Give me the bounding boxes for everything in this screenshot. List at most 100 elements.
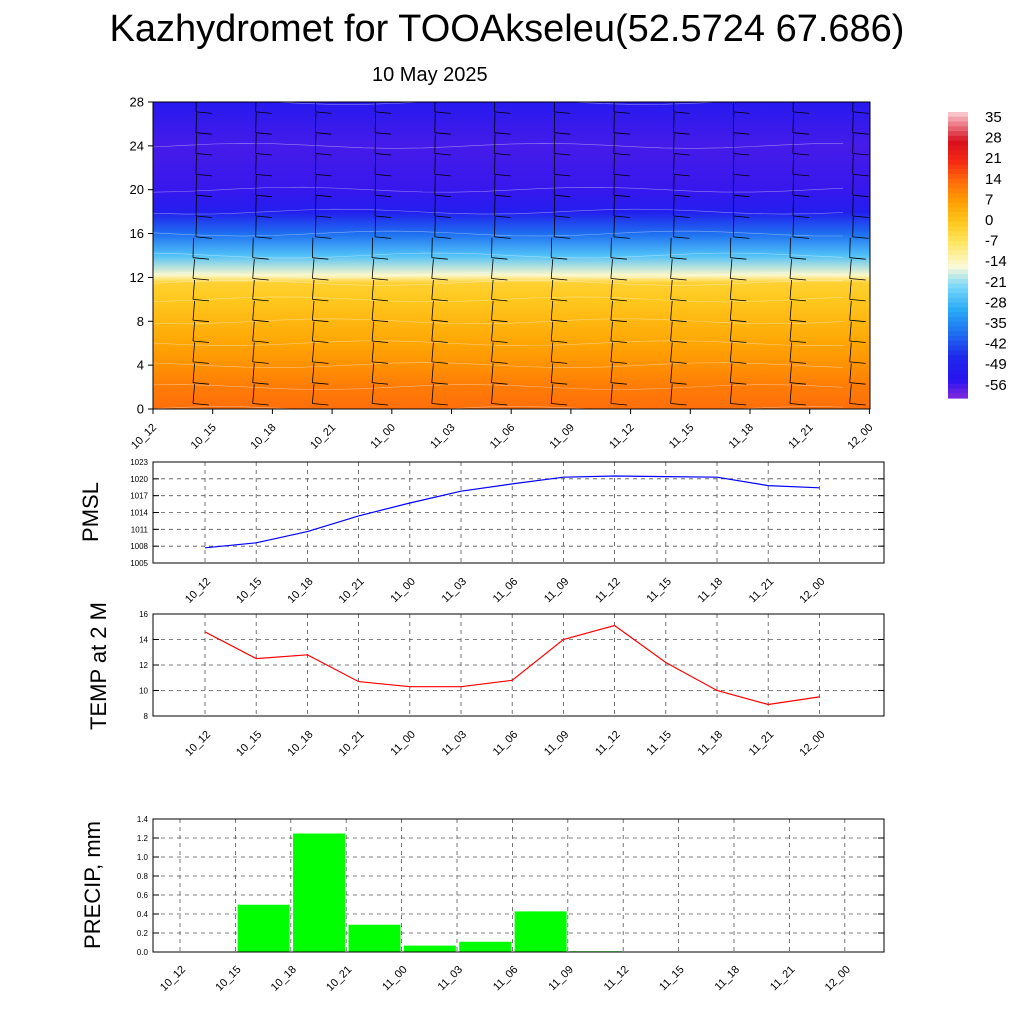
x-tick-label: 11_09	[542, 576, 572, 606]
wind-barb-staff	[255, 175, 257, 196]
wind-barb-staff	[912, 154, 913, 174]
wind-barb-staff	[852, 112, 854, 133]
wind-barb-flag	[491, 319, 508, 323]
temp-series	[204, 624, 820, 706]
y-tick-label: 0.4	[137, 910, 149, 919]
x-tick-label: 11_18	[696, 729, 726, 759]
wind-barb-flag	[255, 173, 272, 177]
wind-barb-staff	[315, 102, 317, 112]
wind-barb-flag	[554, 194, 571, 198]
wind-barb-staff	[491, 279, 494, 300]
x-tick-label: 11_09	[542, 729, 572, 759]
wind-barb-staff	[732, 154, 735, 175]
y-tick-label: 0.6	[137, 891, 149, 900]
y-tick-label: 0.8	[137, 872, 149, 881]
colorbar-swatch	[948, 359, 968, 366]
wind-barb-staff	[192, 363, 195, 383]
colorbar-swatch	[948, 226, 968, 232]
wind-barb-staff	[550, 300, 554, 321]
wind-barb-staff	[371, 363, 375, 383]
colorbar-label: -56	[985, 377, 1007, 394]
y-tick-label: 28	[130, 95, 144, 110]
wind-barb-flag	[252, 319, 269, 323]
colorbar-label: 0	[985, 212, 993, 229]
y-tick-label: 1011	[131, 525, 149, 534]
wind-barb-flag	[852, 194, 869, 198]
wind-barb-flag	[315, 153, 332, 156]
colorbar-swatch	[948, 245, 968, 251]
wind-barb-staff	[673, 196, 675, 217]
wind-barb-staff	[912, 196, 913, 216]
wind-barb-staff	[852, 154, 854, 175]
y-tick-label: 0	[137, 402, 144, 417]
wind-barb-flag	[375, 132, 392, 135]
colorbar-swatch	[948, 221, 968, 227]
wind-barb-flag	[673, 153, 690, 156]
wind-barb-flag	[255, 153, 272, 156]
wind-barb-staff	[192, 321, 195, 342]
wind-barb-staff	[613, 196, 615, 217]
colorbar-swatch	[948, 164, 968, 170]
wind-barb-staff	[252, 300, 255, 321]
temp-y-axis: 8 10 12 14 16	[139, 610, 884, 721]
wind-barb-flag	[610, 382, 627, 385]
wind-barb-staff	[729, 300, 733, 321]
wind-barb-staff	[371, 279, 375, 300]
wind-barb-staff	[252, 279, 255, 300]
wind-barb-staff	[371, 384, 375, 404]
wind-barb-flag	[195, 173, 213, 177]
y-tick-label: 14	[139, 636, 148, 645]
pmsl-axis-label: PMSL	[78, 482, 103, 542]
colorbar-label: 14	[985, 171, 1002, 188]
wind-barb-staff	[789, 300, 792, 321]
wind-barb-staff	[252, 321, 255, 342]
wind-barb-staff	[252, 237, 254, 258]
x-tick-label: 11_06	[491, 729, 521, 759]
wind-barb-staff	[434, 154, 436, 175]
wind-barb-staff	[610, 321, 613, 342]
wind-barb-staff	[550, 321, 554, 342]
wind-barb-flag	[912, 195, 928, 197]
wind-barb-staff	[374, 102, 376, 112]
wind-barb-staff	[550, 363, 554, 383]
wind-barb-flag	[315, 215, 332, 218]
x-tick-label: 11_18	[713, 964, 743, 994]
wind-barb-staff	[670, 384, 673, 404]
wind-barb-flag	[494, 132, 511, 135]
wind-barb-flag	[252, 382, 269, 385]
wind-barb-flag	[670, 340, 687, 343]
wind-barb-staff	[255, 196, 257, 217]
wind-barb-staff	[670, 321, 673, 342]
colorbar-swatch	[948, 250, 968, 256]
y-tick-label: 10	[139, 687, 148, 696]
colorbar: 35 28 21 14 7 0 -7 -14 -21 -28 -35 -42 -49 -56	[948, 109, 1007, 399]
wind-barb-staff	[312, 363, 315, 383]
wind-barb-staff	[431, 237, 433, 258]
x-tick-label: 11_12	[607, 422, 637, 452]
wind-barb-staff	[729, 342, 733, 362]
wind-barb-staff	[909, 238, 910, 258]
precip-bar	[458, 941, 512, 953]
wind-barb-staff	[909, 343, 911, 362]
wind-barb-flag	[434, 194, 451, 198]
colorbar-label: -14	[985, 253, 1007, 270]
wind-barb-staff	[434, 102, 436, 112]
wind-barb-staff	[732, 112, 735, 133]
wind-barb-flag	[909, 404, 925, 406]
wind-barb-staff	[371, 259, 375, 279]
wind-barb-flag	[312, 319, 329, 323]
wind-barb-flag	[730, 382, 747, 385]
wind-barb-staff	[374, 133, 376, 154]
colorbar-label: 28	[985, 130, 1002, 147]
colorbar-swatch	[948, 340, 968, 347]
wind-barb-staff	[670, 363, 673, 383]
wind-barb-flag	[849, 278, 866, 281]
wind-barb-flag	[491, 257, 508, 260]
wind-barb-flag	[434, 236, 451, 239]
x-tick-label: 12_00	[823, 964, 853, 994]
wind-barb-staff	[312, 259, 315, 279]
wind-barb-flag	[431, 340, 448, 343]
colorbar-swatch	[948, 150, 968, 156]
x-tick-label: 12_00	[845, 422, 875, 452]
wind-barb-flag	[673, 236, 690, 239]
